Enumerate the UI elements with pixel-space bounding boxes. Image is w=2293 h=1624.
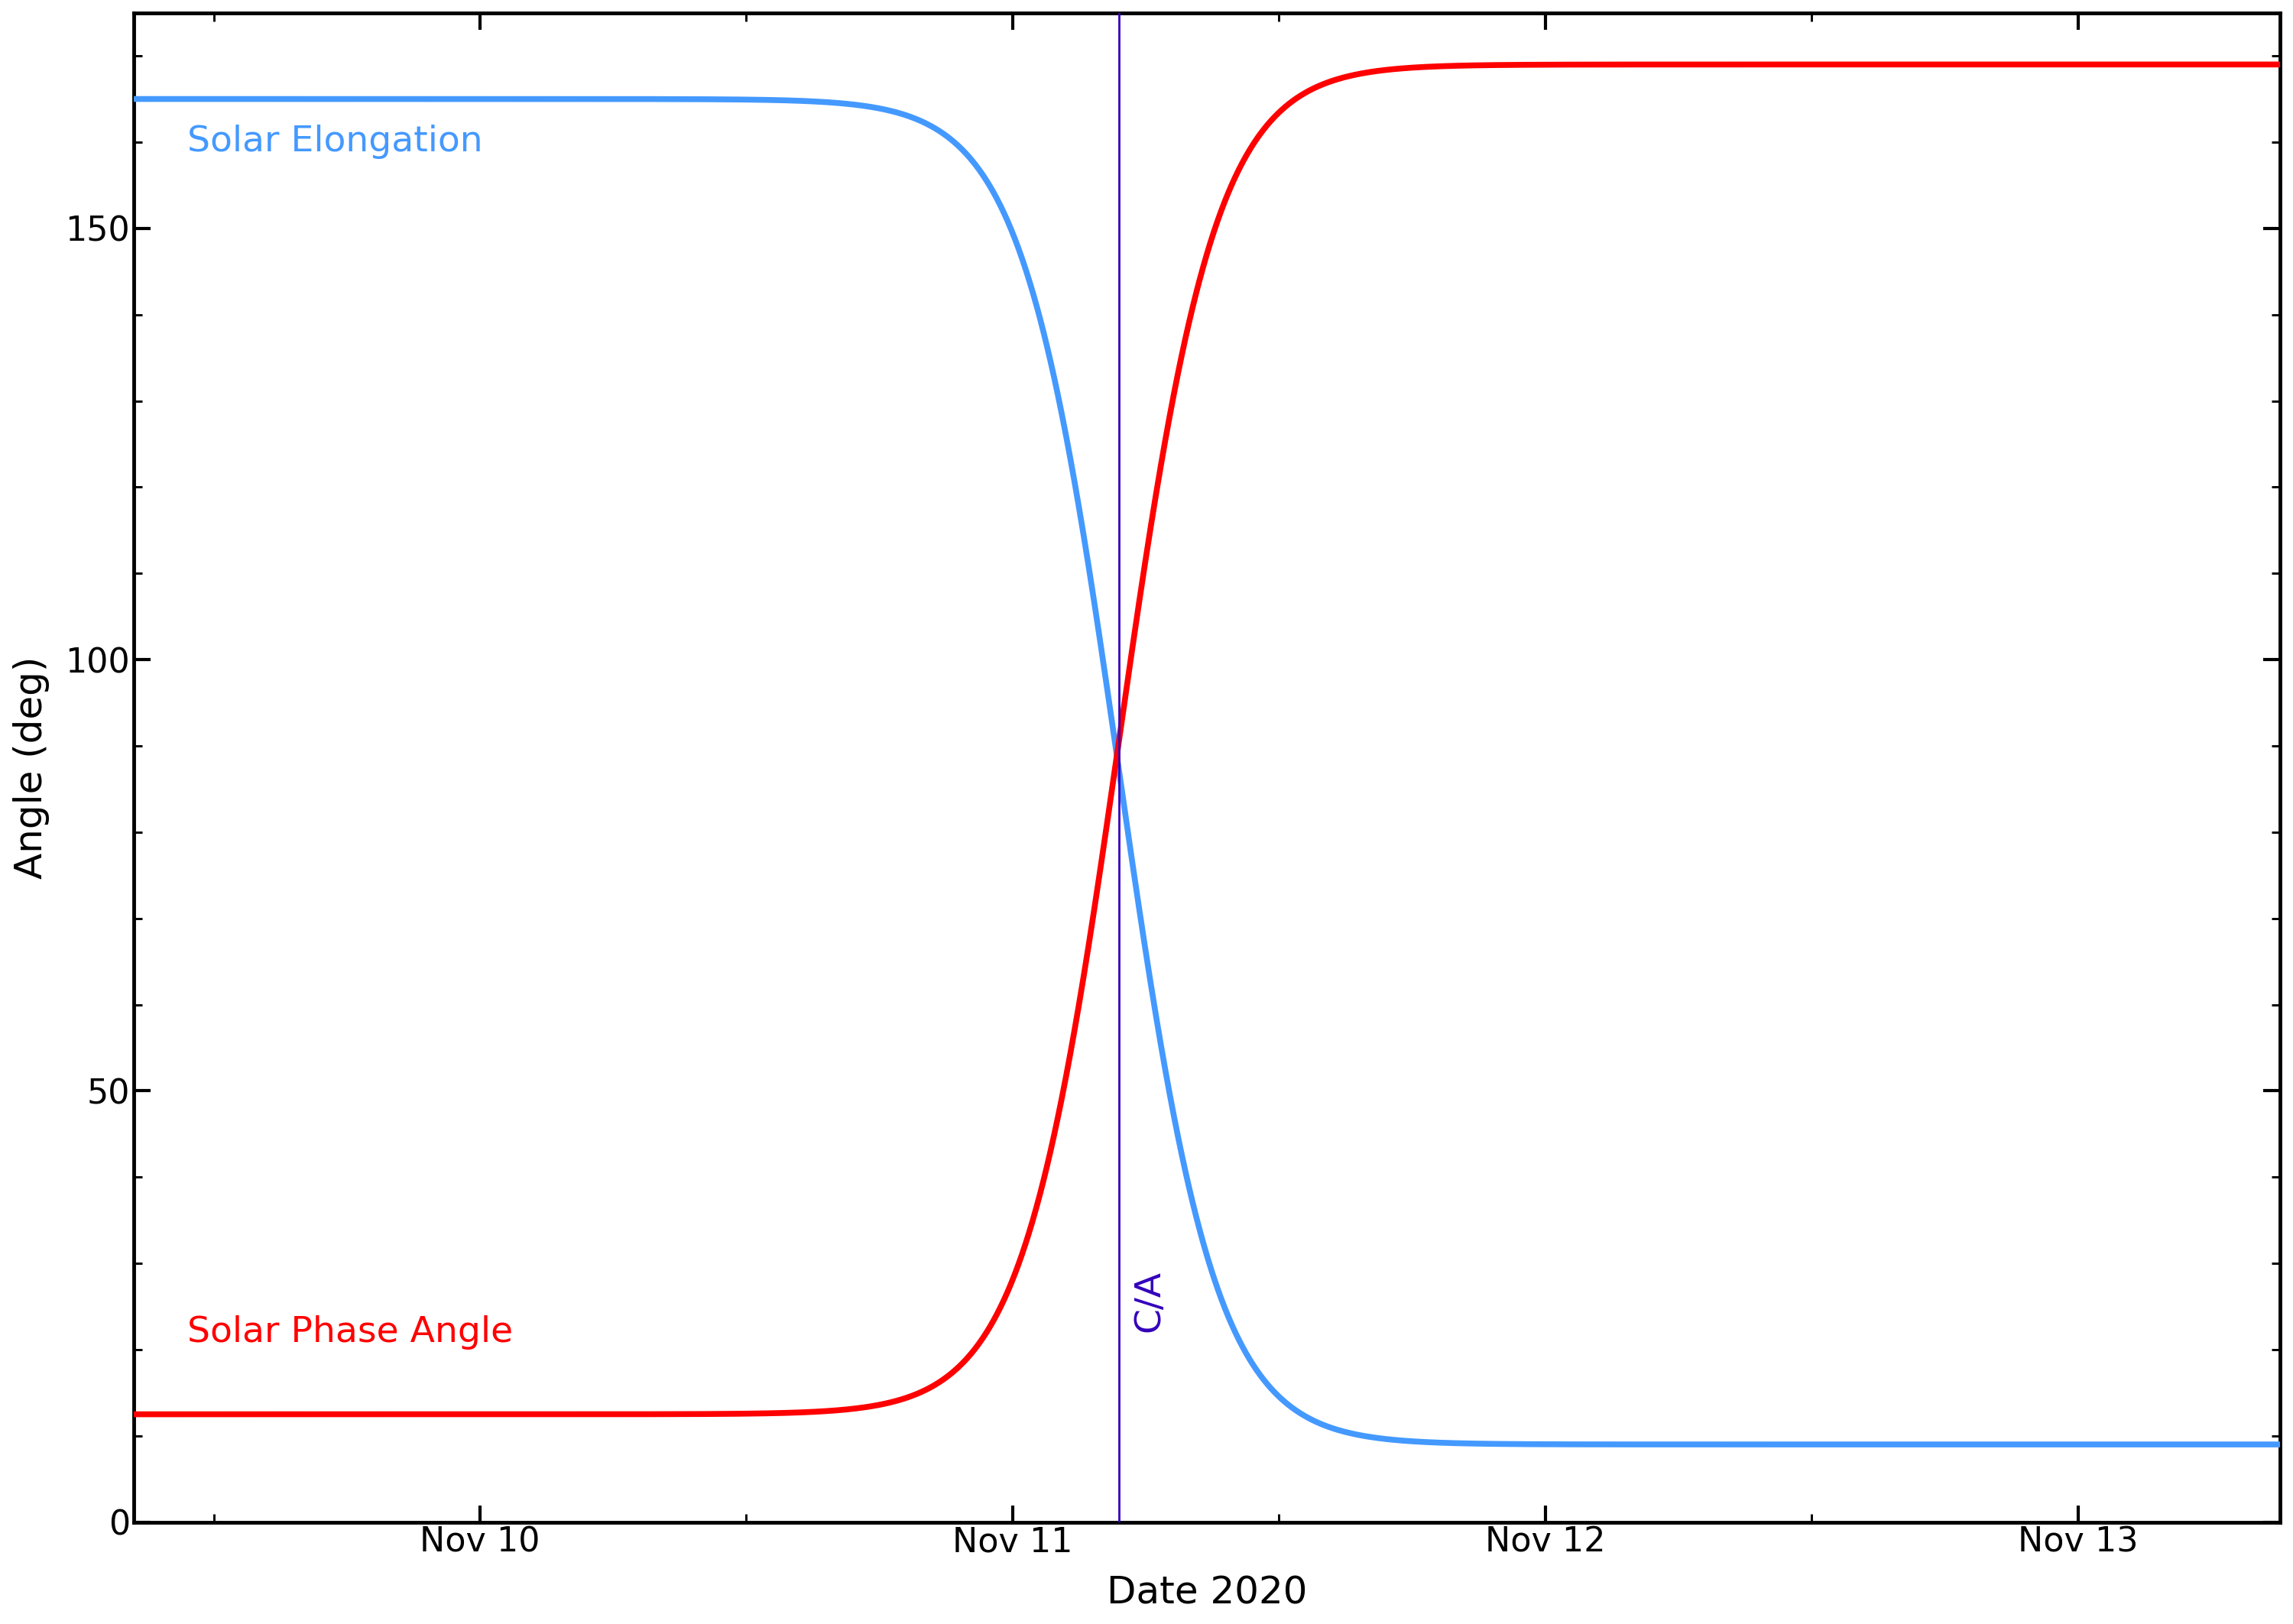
X-axis label: Date 2020: Date 2020 — [1108, 1575, 1307, 1611]
Y-axis label: Angle (deg): Angle (deg) — [14, 656, 50, 879]
Text: C/A: C/A — [1133, 1270, 1167, 1332]
Text: Solar Elongation: Solar Elongation — [188, 125, 482, 159]
Text: Solar Phase Angle: Solar Phase Angle — [188, 1315, 514, 1350]
